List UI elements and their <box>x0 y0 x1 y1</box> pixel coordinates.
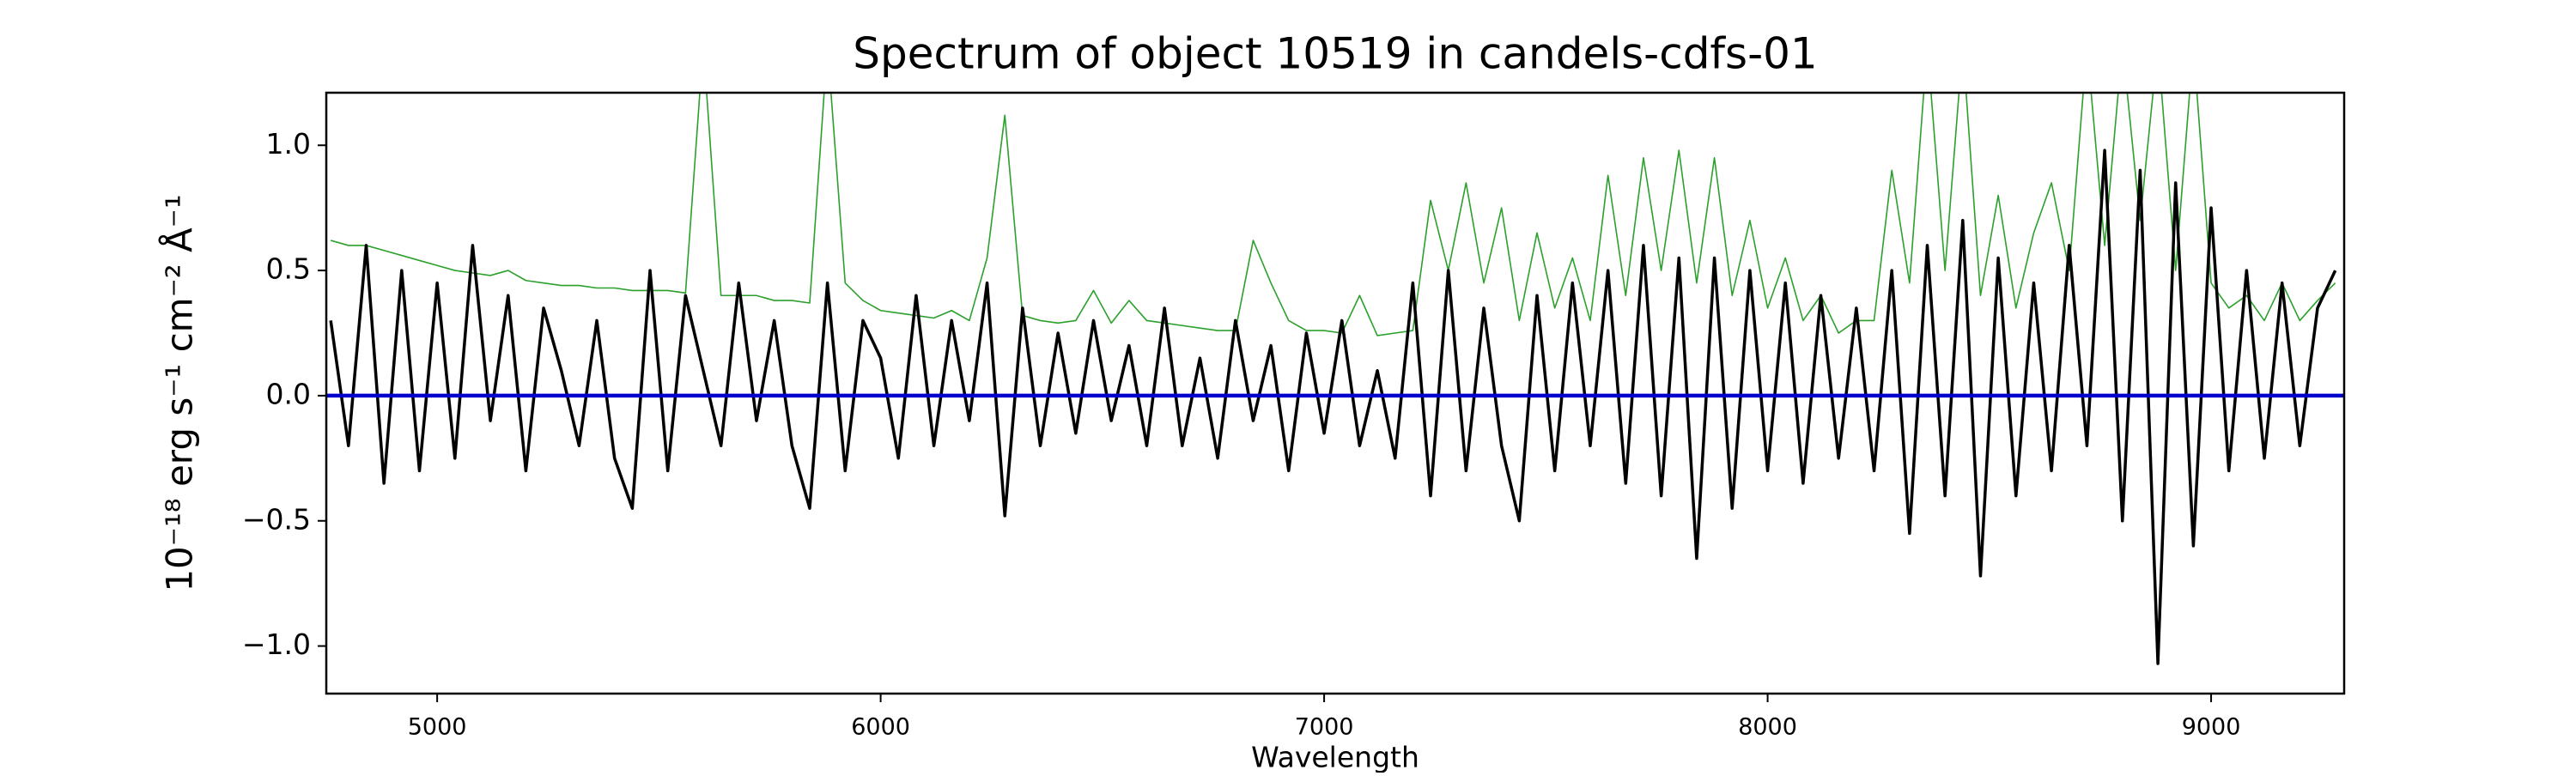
spectrum-line <box>329 149 2337 665</box>
y-tick-label: 0.0 <box>266 377 311 410</box>
x-tick-label: 7000 <box>1295 714 1354 741</box>
x-tick-label: 5000 <box>408 714 467 741</box>
chart-title: Spectrum of object 10519 in candels-cdfs… <box>853 29 1818 79</box>
y-tick-label: 0.5 <box>266 252 311 286</box>
plot-area <box>326 93 2344 665</box>
y-tick-label: −1.0 <box>242 627 311 661</box>
x-axis-label: Wavelength <box>1251 741 1419 773</box>
y-axis-label: 10⁻¹⁸ erg s⁻¹ cm⁻² Å⁻¹ <box>158 194 201 591</box>
x-tick-label: 8000 <box>1738 714 1797 741</box>
spectrum-line <box>330 93 2336 336</box>
x-tick-label: 9000 <box>2182 714 2241 741</box>
y-tick-label: 1.0 <box>266 127 311 161</box>
axes-frame <box>325 91 2346 695</box>
y-tick-label: −0.5 <box>242 502 311 536</box>
x-tick-label: 6000 <box>851 714 910 741</box>
